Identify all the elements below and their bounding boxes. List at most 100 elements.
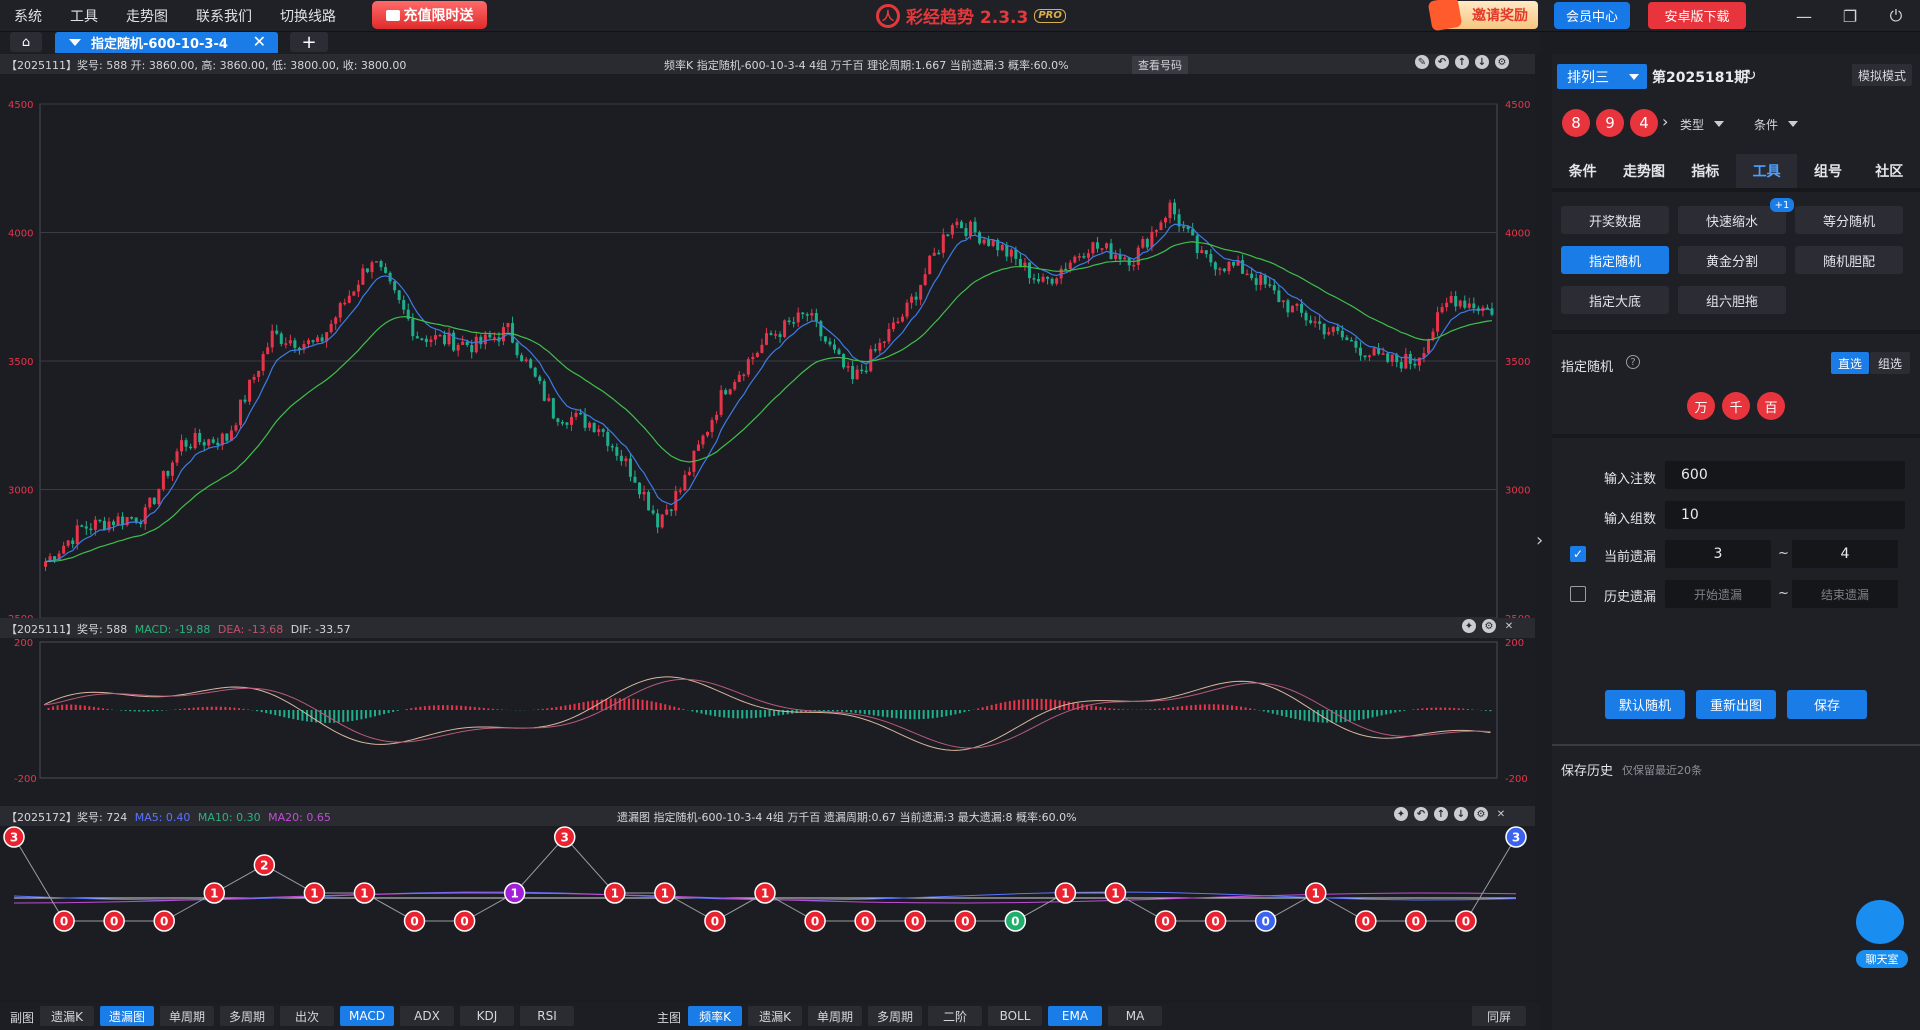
tool-golden-split[interactable]: 黄金分割 (1678, 246, 1786, 274)
tool-equal-random[interactable]: 等分随机 (1795, 206, 1903, 234)
up-icon[interactable]: ↑ (1434, 807, 1448, 821)
main-btn-multi-period[interactable]: 多周期 (868, 1006, 922, 1026)
menu-switch-line[interactable]: 切换线路 (280, 9, 336, 25)
candle (89, 528, 93, 531)
tool-specified-base[interactable]: 指定大底 (1561, 286, 1669, 314)
main-btn-boll[interactable]: BOLL (988, 1006, 1042, 1026)
tool-specified-random[interactable]: 指定随机 (1561, 246, 1669, 274)
candle (1105, 243, 1109, 249)
down-icon[interactable]: ↓ (1475, 55, 1489, 69)
candle (760, 344, 764, 353)
condition-dropdown[interactable]: 条件 (1754, 112, 1799, 136)
tab-trend[interactable]: 走势图 (1622, 164, 1665, 180)
sub-btn-macd[interactable]: MACD (340, 1006, 394, 1026)
close-icon[interactable]: ✕ (1504, 620, 1514, 632)
sub-btn-miss-k[interactable]: 遗漏K (40, 1006, 94, 1026)
tool-quick-reduce[interactable]: 快速缩水 (1678, 206, 1786, 234)
lottery-select[interactable]: 排列三 (1557, 64, 1647, 89)
current-miss-from-input[interactable]: 3 (1665, 540, 1771, 568)
group-count-input[interactable]: 10 (1665, 501, 1905, 529)
history-miss-from-input[interactable]: 开始遗漏 (1665, 580, 1771, 608)
chat-room-icon[interactable] (1856, 900, 1904, 944)
tab-conditions[interactable]: 条件 (1568, 164, 1597, 180)
tool-group-six[interactable]: 组六胆拖 (1678, 286, 1786, 314)
main-btn-single-period[interactable]: 单周期 (808, 1006, 862, 1026)
back-icon[interactable]: ↶ (1414, 807, 1428, 821)
kline-chart[interactable]: 2500250030003000350035004000400045004500 (0, 74, 1535, 656)
home-icon[interactable]: ⌂ (10, 32, 42, 52)
pin-icon[interactable]: ✦ (1462, 619, 1476, 633)
tab-community[interactable]: 社区 (1875, 164, 1904, 180)
tab-tools[interactable]: 工具 (1735, 154, 1798, 188)
power-icon[interactable]: ⏻ (1889, 6, 1903, 25)
main-btn-freq-k[interactable]: 频率K (688, 1006, 742, 1026)
tab-active[interactable]: 指定随机-600-10-3-4 ✕ (55, 32, 278, 53)
android-download-button[interactable]: 安卓版下载 (1648, 2, 1746, 29)
main-btn-ema[interactable]: EMA (1048, 1006, 1102, 1026)
close-tab-icon[interactable]: ✕ (252, 32, 266, 51)
tab-indicators[interactable]: 指标 (1691, 164, 1720, 180)
view-numbers-button[interactable]: 查看号码 (1132, 56, 1188, 74)
sub-btn-single-period[interactable]: 单周期 (160, 1006, 214, 1026)
current-miss-checkbox[interactable]: ✓ (1570, 546, 1586, 562)
tool-draw-data[interactable]: 开奖数据 (1561, 206, 1669, 234)
recharge-promo-button[interactable]: 充值限时送 (372, 1, 487, 29)
pin-icon[interactable]: ✦ (1394, 807, 1408, 821)
restore-icon[interactable]: ❐ (1842, 6, 1858, 26)
history-miss-checkbox[interactable] (1570, 586, 1586, 602)
chat-room-label[interactable]: 聊天室 (1856, 950, 1908, 968)
main-btn-miss-k[interactable]: 遗漏K (748, 1006, 802, 1026)
sub-btn-occurrence[interactable]: 出次 (280, 1006, 334, 1026)
digit-hundred[interactable]: 百 (1757, 392, 1785, 420)
menu-tools[interactable]: 工具 (70, 9, 98, 25)
minimize-icon[interactable]: — (1796, 6, 1812, 26)
title-bar: 系统 工具 走势图 联系我们 切换线路 充值限时送 人 彩经趋势 2.3.3 P… (0, 0, 1920, 32)
candle (1349, 339, 1353, 342)
close-icon[interactable]: ✕ (1496, 808, 1506, 820)
sub-btn-miss-chart[interactable]: 遗漏图 (100, 1006, 154, 1026)
main-btn-ma[interactable]: MA (1108, 1006, 1162, 1026)
invite-reward-button[interactable]: 邀请奖励 (1427, 0, 1538, 32)
same-screen-button[interactable]: 同屏 (1472, 1006, 1526, 1026)
down-icon[interactable]: ↓ (1454, 807, 1468, 821)
save-button[interactable]: 保存 (1787, 690, 1867, 719)
history-miss-to-input[interactable]: 结束遗漏 (1792, 580, 1898, 608)
sub-btn-multi-period[interactable]: 多周期 (220, 1006, 274, 1026)
chevron-right-icon[interactable]: › (1662, 112, 1669, 131)
candle (1014, 249, 1018, 259)
macd-chart[interactable]: 200 200 -200 -200 (0, 638, 1535, 784)
menu-trend[interactable]: 走势图 (126, 9, 168, 25)
default-random-button[interactable]: 默认随机 (1605, 690, 1685, 719)
up-icon[interactable]: ↑ (1455, 55, 1469, 69)
menu-system[interactable]: 系统 (14, 9, 42, 25)
add-tab-button[interactable]: + (290, 32, 328, 53)
settings-icon[interactable]: ⚙ (1474, 807, 1488, 821)
refresh-icon[interactable]: ↻ (1744, 66, 1757, 84)
candle (130, 517, 134, 519)
settings-icon[interactable]: ⚙ (1482, 619, 1496, 633)
menu-contact[interactable]: 联系我们 (196, 9, 252, 25)
sub-btn-rsi[interactable]: RSI (520, 1006, 574, 1026)
type-dropdown[interactable]: 类型 (1680, 112, 1725, 136)
sub-btn-kdj[interactable]: KDJ (460, 1006, 514, 1026)
digit-ten-thousand[interactable]: 万 (1687, 392, 1715, 420)
back-icon[interactable]: ↶ (1435, 55, 1449, 69)
tool-random-bank[interactable]: 随机胆配 (1795, 246, 1903, 274)
settings-icon[interactable]: ⚙ (1495, 55, 1509, 69)
candle (415, 336, 419, 339)
vip-center-button[interactable]: 会员中心 (1554, 2, 1630, 29)
redraw-button[interactable]: 重新出图 (1696, 690, 1776, 719)
main-btn-second-order[interactable]: 二阶 (928, 1006, 982, 1026)
seg-direct[interactable]: 直选 (1831, 352, 1869, 374)
count-input[interactable]: 600 (1665, 461, 1905, 489)
tab-group-numbers[interactable]: 组号 (1813, 164, 1842, 180)
mock-mode-button[interactable]: 模拟模式 (1852, 64, 1912, 86)
help-icon[interactable]: ? (1626, 355, 1640, 369)
pen-icon[interactable]: ✎ (1415, 55, 1429, 69)
seg-group[interactable]: 组选 (1870, 352, 1910, 374)
digit-thousand[interactable]: 千 (1722, 392, 1750, 420)
collapse-panel-icon[interactable]: › (1536, 530, 1544, 551)
current-miss-to-input[interactable]: 4 (1792, 540, 1898, 568)
sub-btn-adx[interactable]: ADX (400, 1006, 454, 1026)
miss-chart[interactable]: 3 0 0 0 1 2 1 1 0 0 1 3 1 1 0 1 0 0 0 0 0 1 1 0 0 0 1 0 0 0 3 (0, 826, 1535, 1000)
